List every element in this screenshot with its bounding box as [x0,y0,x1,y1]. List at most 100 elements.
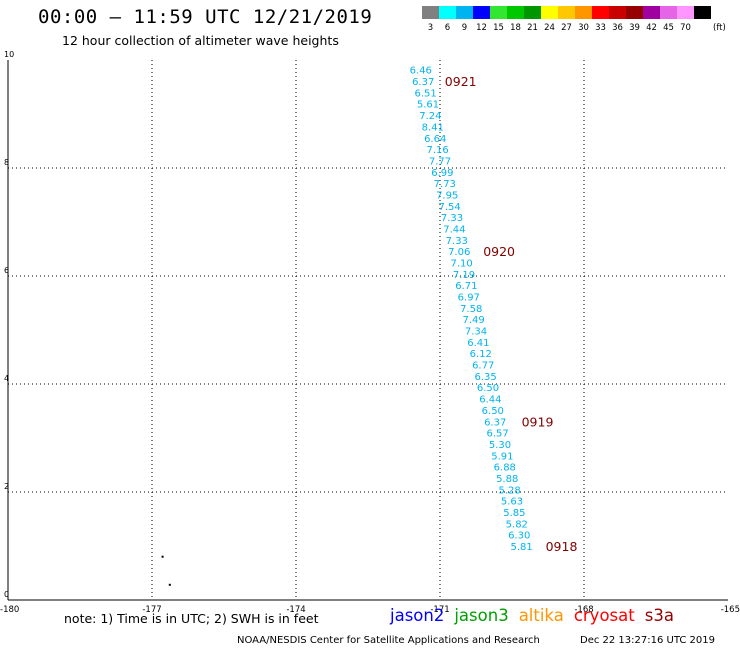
colorbar-swatch [456,6,473,19]
colorbar-swatch [660,6,677,19]
swh-value-label: 5.85 [503,508,525,519]
colorbar-bin: 3 [422,6,439,33]
colorbar-label: 42 [646,23,657,33]
colorbar-swatch [558,6,575,19]
swh-value-label: 5.63 [501,497,523,508]
swh-value-label: 6.44 [479,395,501,406]
swh-value-label: 7.77 [429,156,451,167]
chart-subtitle: 12 hour collection of altimeter wave hei… [62,33,339,48]
swh-value-label: 6.50 [477,383,499,394]
colorbar-swatch [524,6,541,19]
swh-value-label: 6.30 [508,531,530,542]
x-tick-label: -171 [430,605,449,615]
chart-title: 00:00 – 11:59 UTC 12/21/2019 [38,6,373,28]
mission-label: altika [518,606,564,625]
swh-value-label: 5.88 [496,474,518,485]
time-annotation: 0919 [522,414,554,429]
mission-label: jason3 [454,606,509,625]
colorbar-swatch [626,6,643,19]
swh-value-label: 6.37 [484,417,506,428]
y-tick-label: 2 [4,482,9,491]
time-annotation: 0920 [483,244,515,259]
swh-value-label: 6.35 [474,372,496,383]
swh-value-label: 6.64 [424,134,446,145]
swh-value-label: 5.28 [498,485,520,496]
swh-value-label: 7.49 [462,315,484,326]
time-annotation: 0921 [445,74,477,89]
swh-value-label: 7.54 [438,202,460,213]
colorbar-label: 3 [427,23,434,33]
data-dot [168,583,171,586]
colorbar-bin: 15 [490,6,507,33]
colorbar-bin: 27 [558,6,575,33]
footer-note: note: 1) Time is in UTC; 2) SWH is in fe… [64,611,319,626]
colorbar-label: 30 [578,23,589,33]
credit-text: NOAA/NESDIS Center for Satellite Applica… [237,635,540,646]
colorbar-swatch [490,6,507,19]
swh-value-label: 6.12 [470,349,492,360]
swh-value-label: 6.41 [467,338,489,349]
colorbar-bin: 45 [660,6,677,33]
swh-value-label: 6.77 [472,361,494,372]
colorbar-label: 15 [493,23,504,33]
colorbar-label: 21 [527,23,538,33]
swh-value-label: 5.30 [489,440,511,451]
swh-value-label: 5.61 [417,100,439,111]
swh-value-label: 6.37 [412,77,434,88]
timestamp-text: Dec 22 13:27:16 UTC 2019 [580,635,715,646]
swh-value-label: 6.88 [494,463,516,474]
swh-value-label: 7.16 [426,145,448,156]
swh-value-label: 7.33 [441,213,463,224]
x-tick-label: -174 [286,605,305,615]
colorbar-bin [694,6,711,33]
swh-value-label: 6.46 [410,66,432,77]
colorbar-label: 18 [510,23,521,33]
colorbar-bin: 9 [456,6,473,33]
colorbar-label: 24 [544,23,555,33]
colorbar-bin: 6 [439,6,456,33]
y-tick-label: 0 [4,590,9,599]
colorbar-unit: (ft) [713,23,726,33]
mission-label: jason2 [390,606,445,625]
colorbar-label: 12 [476,23,487,33]
colorbar-legend: 3 6 9 12 15 18 21 24 27 30 33 36 39 42 45 70 [422,6,711,33]
swh-value-label: 6.51 [414,88,436,99]
swh-value-label: 5.82 [506,519,528,530]
colorbar-label: 33 [595,23,606,33]
colorbar-swatch [694,6,711,19]
colorbar-swatch [473,6,490,19]
swh-value-label: 6.97 [458,293,480,304]
colorbar-label: 45 [663,23,674,33]
colorbar-label: 36 [612,23,623,33]
colorbar-swatch [507,6,524,19]
y-tick-label: 8 [4,158,9,167]
colorbar-bin: 18 [507,6,524,33]
swh-value-label: 7.34 [465,327,487,338]
swh-value-label: 6.71 [455,281,477,292]
colorbar-bin: 42 [643,6,660,33]
swh-value-label: 6.50 [482,406,504,417]
swh-value-label: 5.91 [491,451,513,462]
colorbar-bin: 12 [473,6,490,33]
colorbar-label: 6 [444,23,451,33]
swh-value-label: 7.44 [443,224,465,235]
colorbar-label: 9 [461,23,468,33]
colorbar-swatch [541,6,558,19]
swh-value-label: 8.41 [422,122,444,133]
colorbar-bin: 36 [609,6,626,33]
colorbar-swatch [677,6,694,19]
y-tick-label: 10 [4,50,14,59]
colorbar-swatch [609,6,626,19]
swh-value-label: 7.19 [453,270,475,281]
x-tick-label: -165 [721,605,740,615]
swh-value-label: 7.73 [434,179,456,190]
colorbar-bin: 24 [541,6,558,33]
mission-label: cryosat [573,606,635,625]
colorbar-bin: 21 [524,6,541,33]
colorbar-swatch [592,6,609,19]
swh-value-label: 6.57 [486,429,508,440]
colorbar-bin: 70 [677,6,694,33]
swh-value-label: 7.95 [436,190,458,201]
swh-value-label: 6.99 [431,168,453,179]
